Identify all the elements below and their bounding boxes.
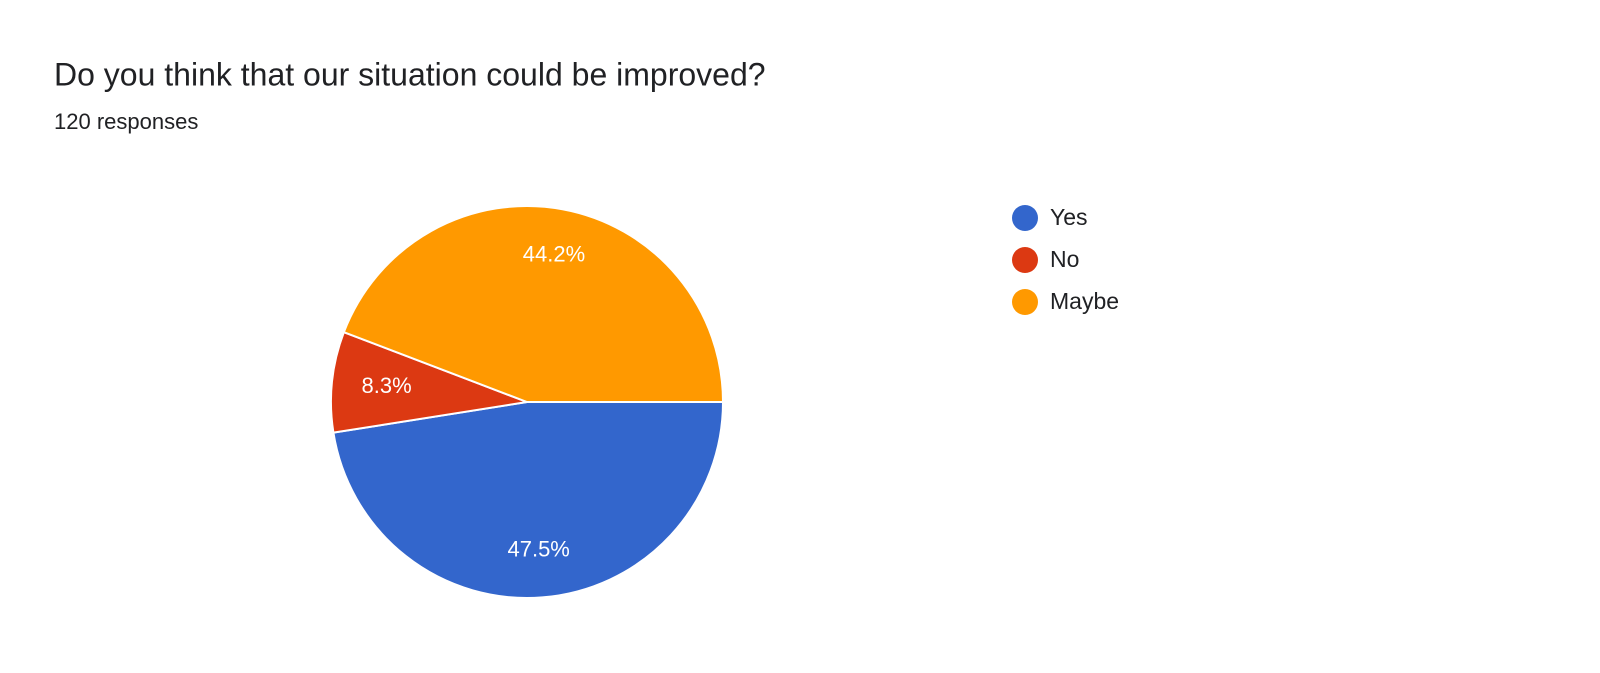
pie-slice [330, 330, 531, 434]
chart-subtitle: 120 responses [54, 109, 198, 134]
legend-marker [1012, 289, 1038, 315]
legend-label: No [1050, 246, 1079, 272]
data-label: 47.5% [507, 536, 569, 561]
legend-label: Maybe [1050, 288, 1119, 314]
chart-title: Do you think that our situation could be… [54, 56, 766, 92]
legend-label: Yes [1050, 204, 1088, 230]
legend-marker [1012, 205, 1038, 231]
legend-marker [1012, 247, 1038, 273]
pie-slice [342, 205, 725, 403]
data-label: 44.2% [523, 241, 585, 266]
data-label: 8.3% [362, 373, 412, 398]
pie-slice [332, 401, 725, 599]
